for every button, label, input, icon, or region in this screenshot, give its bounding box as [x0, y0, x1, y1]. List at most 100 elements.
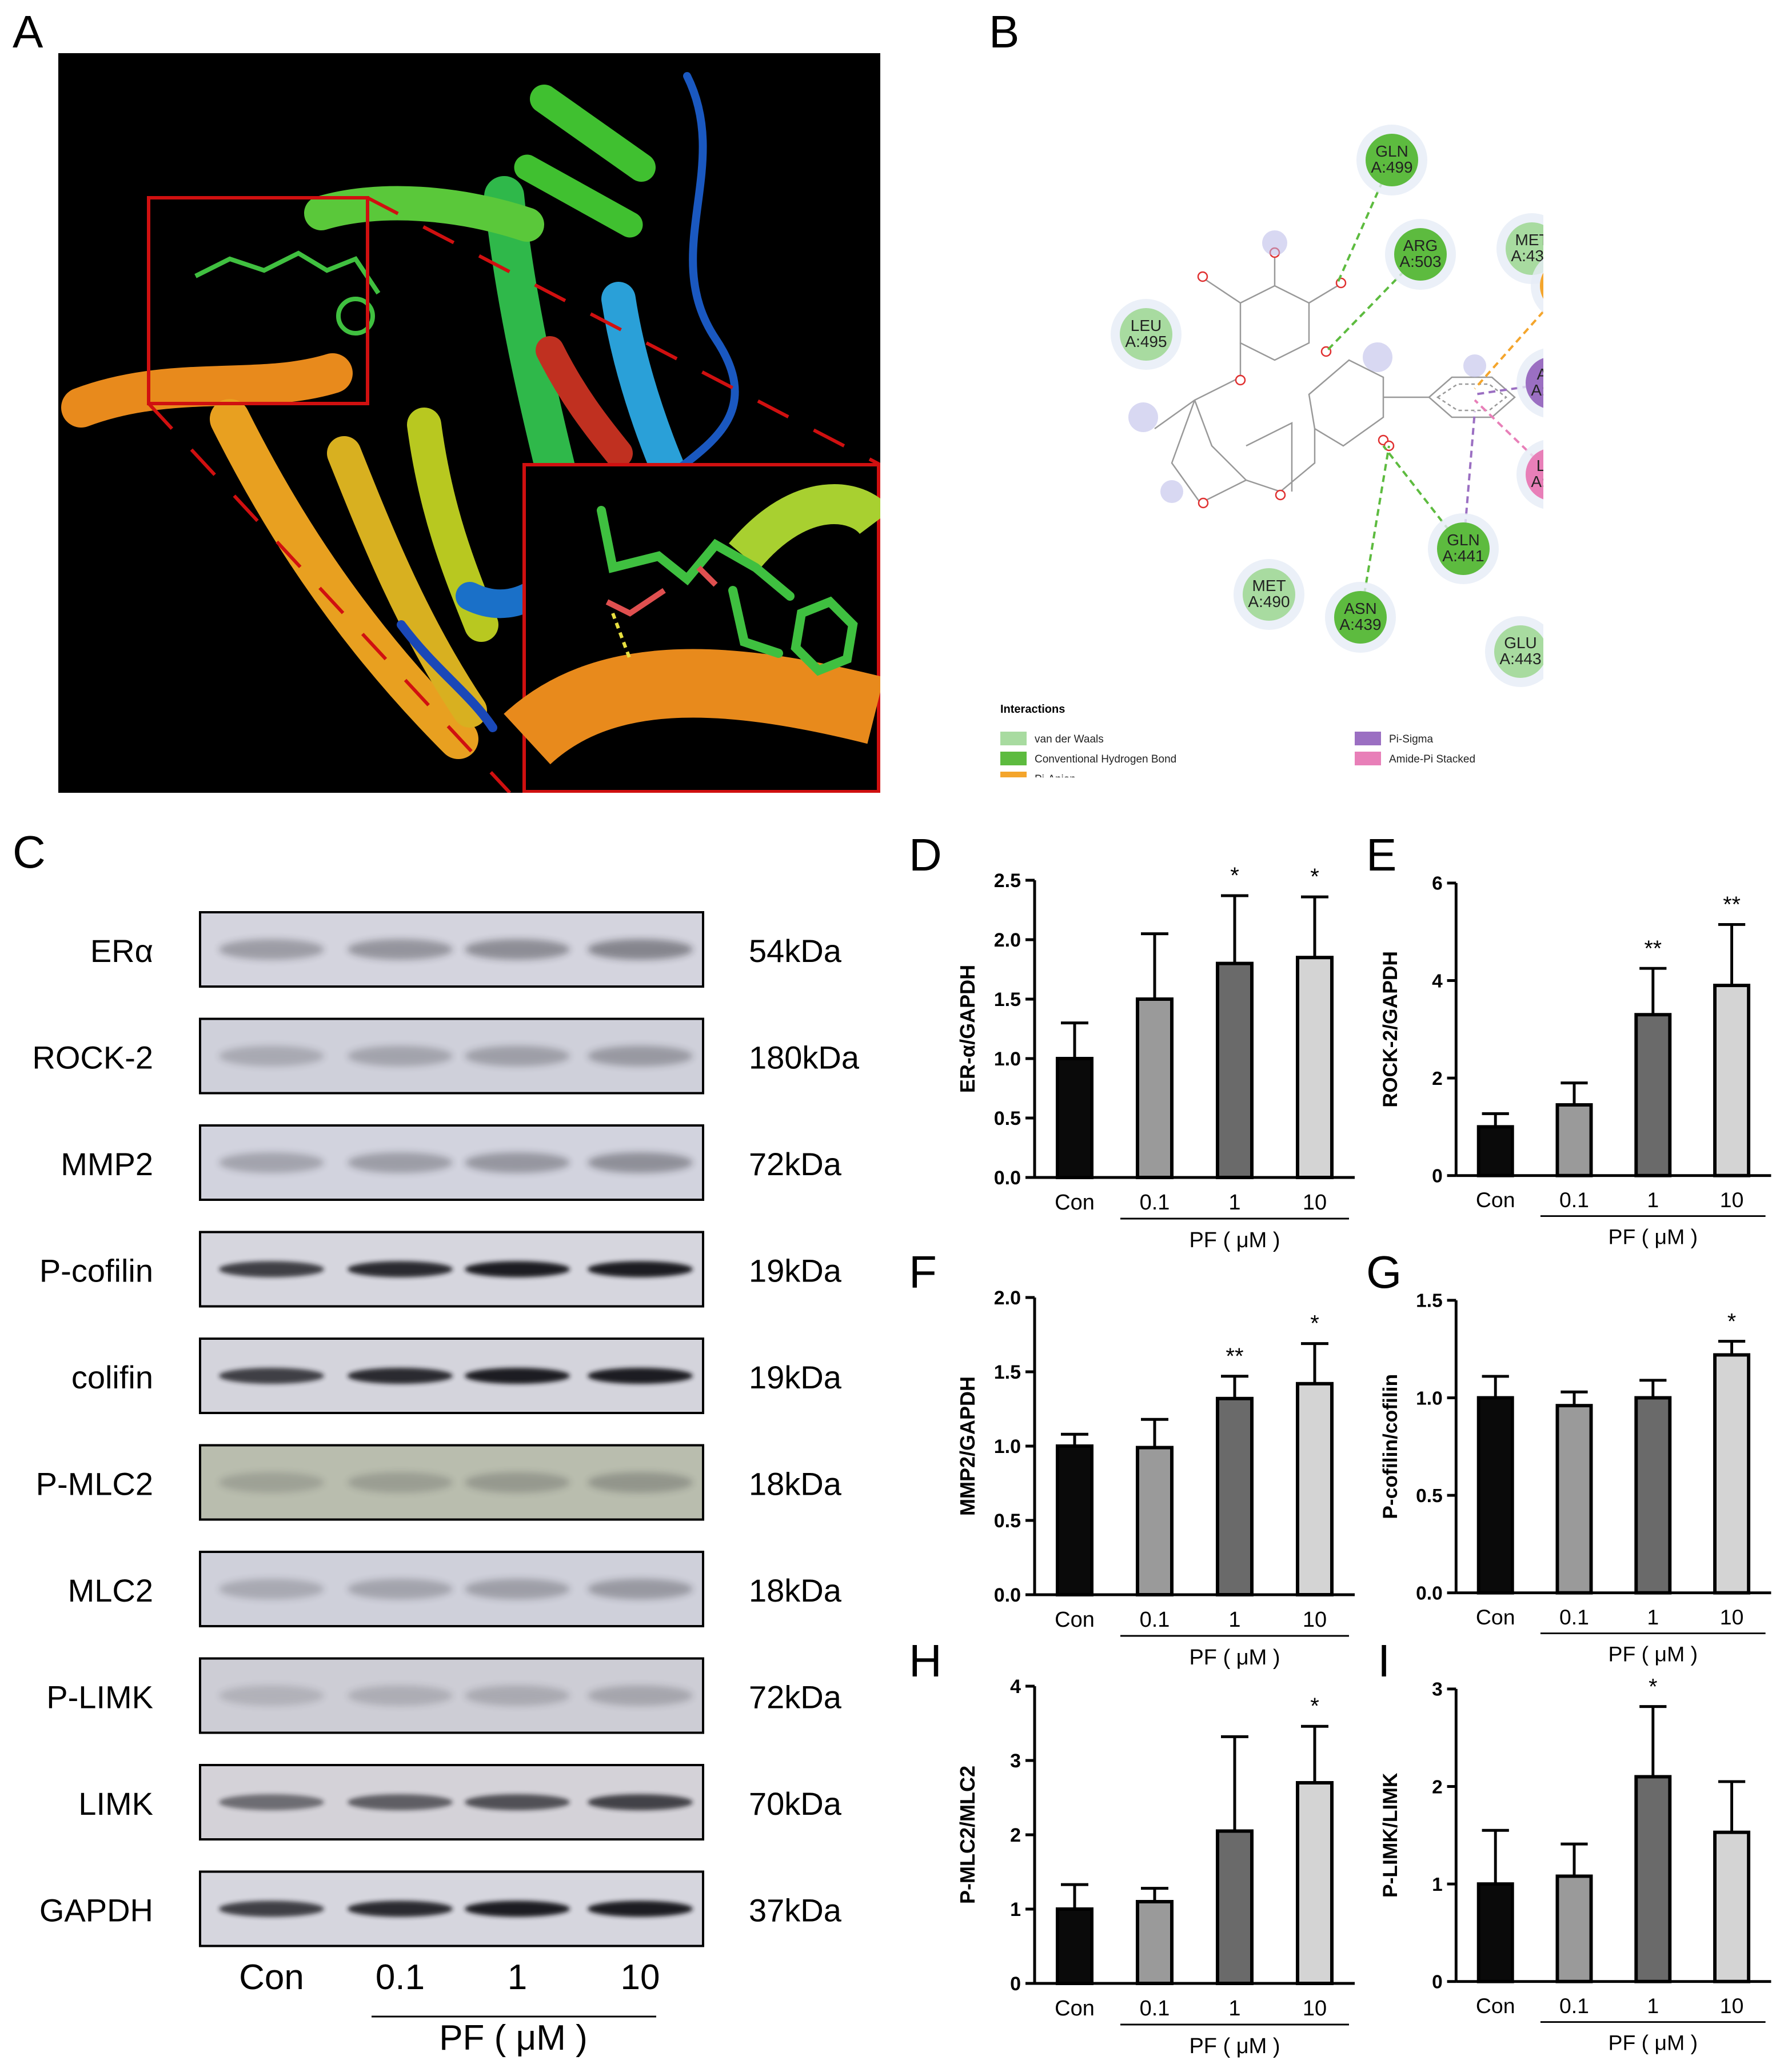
blot-band — [588, 1152, 693, 1173]
bar — [1216, 1829, 1254, 1985]
blot-protein-label: ERα — [90, 933, 153, 969]
y-axis-label: ER-α/GAPDH — [956, 965, 979, 1093]
residue-number: A:443 — [1499, 650, 1541, 668]
chart-g-svg: P-cofilin/cofilin 0.0 0.5 1.0 1.5 Con 0.1 1 * 10 P… — [1379, 1291, 1771, 1666]
group-label: PF ( μM ) — [1189, 1646, 1280, 1670]
protein-ribbon-illustration — [58, 53, 892, 795]
residue-name: ALA — [1537, 365, 1543, 383]
panel-label-g: G — [1366, 1247, 1402, 1298]
y-tick-label: 3 — [1432, 1679, 1443, 1700]
y-axis-label: P-LIMK/LIMK — [1379, 1772, 1402, 1898]
bar — [1056, 1907, 1093, 1985]
interaction-legend: Interactions van der Waals Conventional H… — [1000, 703, 1475, 785]
blot-band — [348, 1368, 453, 1384]
x-tick-label: 10 — [1720, 1188, 1744, 1212]
blot-lane-label: 0.1 — [376, 1958, 425, 1997]
residue-number: A:495 — [1125, 333, 1167, 350]
x-tick-label: Con — [1476, 1188, 1515, 1212]
blot-band — [348, 1794, 453, 1810]
bar — [1634, 1775, 1672, 1983]
chart-d-svg: ER-α/GAPDH 0.0 0.5 1.0 1.5 2.0 2.5 Con 0.1 * 1 * 10 P… — [956, 863, 1355, 1252]
y-tick-label: 2 — [1010, 1825, 1021, 1846]
western-blot-svg: ERα 54kDa ROCK-2 180kDa MMP2 72kDa P-cofilin 19… — [32, 911, 860, 2058]
blot-band — [219, 939, 324, 960]
residue-name: ASN — [1344, 600, 1377, 617]
blot-row: MLC2 18kDa — [68, 1551, 842, 1627]
y-tick-label: 1 — [1432, 1874, 1443, 1895]
chart-f-svg: MMP2/GAPDH 0.0 0.5 1.0 1.5 2.0 Con 0.1 ** 1 * 10 PF … — [956, 1287, 1355, 1670]
blot-kda-label: 19kDa — [749, 1253, 842, 1289]
residue-name: GLU — [1504, 634, 1537, 652]
residue-name: ARG — [1403, 237, 1438, 254]
blot-row: P-LIMK 72kDa — [46, 1657, 842, 1734]
residue-number: A:441 — [1442, 547, 1484, 565]
group-label: PF ( μM ) — [1609, 1225, 1698, 1249]
x-tick-label: 1 — [1647, 1994, 1659, 2018]
blot-band — [588, 1045, 693, 1067]
blot-band — [465, 1045, 570, 1067]
legend-title: Interactions — [1000, 703, 1065, 716]
panel-label-e: E — [1366, 829, 1397, 880]
x-tick-label: Con — [1055, 1997, 1095, 2021]
blot-kda-label: 18kDa — [749, 1572, 842, 1608]
blot-protein-label: GAPDH — [39, 1893, 153, 1929]
blot-band — [348, 1579, 453, 1599]
x-tick-label: 10 — [1303, 1997, 1327, 2021]
y-tick-label: 0.0 — [994, 1584, 1021, 1606]
blot-band — [465, 1152, 570, 1173]
blot-row: P-MLC2 18kDa — [36, 1444, 842, 1521]
blot-band — [219, 1045, 324, 1067]
protein-structure-image — [58, 53, 892, 795]
y-tick-label: 0 — [1432, 1165, 1443, 1187]
residue-name: GLN — [1375, 142, 1408, 160]
residue-number: A:489 — [1531, 473, 1543, 490]
bar — [1216, 1396, 1254, 1597]
blot-band — [348, 1045, 453, 1067]
blot-band — [465, 1472, 570, 1493]
bar — [1555, 1874, 1593, 1983]
blot-protein-label: LIMK — [78, 1786, 153, 1822]
x-tick-label: 0.1 — [1559, 1994, 1589, 2018]
ligand-halos — [1128, 230, 1486, 503]
blot-protein-label: MMP2 — [61, 1146, 153, 1182]
legend-label: Amide-Pi Stacked — [1389, 753, 1475, 765]
x-tick-label: 0.1 — [1559, 1605, 1589, 1629]
bar — [1296, 1781, 1334, 1985]
blot-row: colifin 19kDa — [71, 1338, 842, 1414]
blot-row: MMP2 72kDa — [61, 1124, 842, 1201]
blot-band — [348, 1901, 453, 1917]
x-tick-label: Con — [1476, 1605, 1515, 1629]
significance-mark: * — [1310, 864, 1319, 889]
legend-label: van der Waals — [1035, 733, 1104, 745]
significance-mark: ** — [1644, 936, 1662, 961]
blot-band — [219, 1152, 324, 1173]
bar — [1296, 956, 1334, 1179]
blot-band — [465, 1579, 570, 1599]
chart-f: MMP2/GAPDH 0.0 0.5 1.0 1.5 2.0 Con 0.1 ** 1 * 10 PF … — [937, 1275, 1372, 1678]
group-label: PF ( μM ) — [1609, 2031, 1698, 2055]
blot-row: GAPDH 37kDa — [39, 1870, 842, 1947]
blot-protein-label: P-cofilin — [39, 1253, 153, 1289]
chart-e: ROCK-2/GAPDH 0 2 4 6 Con 0.1 ** 1 ** 10 PF ( μM ) — [1360, 857, 1788, 1260]
panel-label-a: A — [13, 6, 43, 57]
blot-band — [219, 1261, 324, 1277]
bar — [1476, 1396, 1514, 1595]
y-tick-label: 1.5 — [994, 989, 1021, 1011]
bar — [1713, 984, 1751, 1177]
y-tick-label: 2 — [1432, 1776, 1443, 1798]
panel-label-f: F — [909, 1247, 937, 1298]
blot-band — [588, 1472, 693, 1493]
bar — [1476, 1125, 1514, 1177]
blot-band — [465, 1794, 570, 1810]
panel-label-h: H — [909, 1635, 942, 1686]
y-tick-label: 1.5 — [1416, 1291, 1443, 1312]
legend-label: Pi-Sigma — [1389, 733, 1434, 745]
significance-mark: * — [1310, 1694, 1319, 1719]
x-tick-label: 0.1 — [1140, 1191, 1170, 1215]
bar — [1555, 1103, 1593, 1177]
significance-mark: * — [1310, 1311, 1319, 1336]
